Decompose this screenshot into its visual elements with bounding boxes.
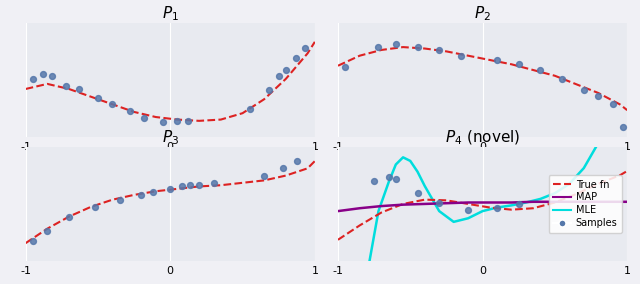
Point [136, 193, 147, 197]
Point [38, 71, 48, 76]
Point [64, 214, 74, 219]
Point [186, 183, 196, 187]
Point [579, 88, 589, 92]
Point [412, 191, 422, 195]
Point [28, 76, 38, 81]
Point [456, 53, 466, 58]
Point [412, 45, 422, 49]
Point [209, 181, 219, 185]
Point [593, 93, 604, 98]
Point [172, 119, 182, 123]
Point [148, 190, 158, 195]
Point [514, 202, 524, 206]
Point [434, 200, 444, 205]
Point [618, 125, 628, 130]
Point [165, 187, 175, 191]
Point [607, 102, 618, 107]
Point [273, 74, 284, 78]
Point [158, 120, 168, 124]
Point [390, 177, 401, 181]
Point [278, 166, 288, 171]
Point [42, 229, 52, 233]
Point [93, 96, 103, 100]
Point [383, 174, 394, 179]
Point [244, 107, 255, 112]
Point [340, 65, 350, 69]
Title: $P_2$: $P_2$ [474, 4, 491, 23]
Point [182, 119, 193, 123]
Point [535, 68, 545, 72]
Point [139, 116, 149, 121]
Point [557, 76, 567, 81]
Point [369, 179, 380, 183]
Title: $P_4$ (novel): $P_4$ (novel) [445, 128, 520, 147]
Point [264, 88, 274, 93]
Title: $P_1$: $P_1$ [162, 4, 179, 23]
Point [463, 207, 473, 212]
Point [514, 62, 524, 66]
Point [108, 102, 118, 106]
Point [292, 159, 303, 163]
Legend: True fn, MAP, MLE, Samples: True fn, MAP, MLE, Samples [548, 175, 622, 233]
Point [90, 205, 100, 209]
Point [74, 87, 84, 91]
Point [373, 45, 383, 49]
Point [125, 108, 135, 113]
Point [291, 56, 301, 61]
Point [492, 58, 502, 62]
Point [194, 183, 204, 187]
Point [28, 239, 38, 243]
Point [281, 68, 291, 72]
Point [390, 42, 401, 47]
Point [61, 84, 71, 89]
Point [434, 48, 444, 52]
Title: $P_3$: $P_3$ [162, 128, 179, 147]
Point [300, 46, 310, 51]
Point [115, 197, 125, 202]
Point [492, 205, 502, 210]
Point [177, 184, 187, 189]
Point [259, 173, 269, 178]
Point [47, 74, 57, 78]
